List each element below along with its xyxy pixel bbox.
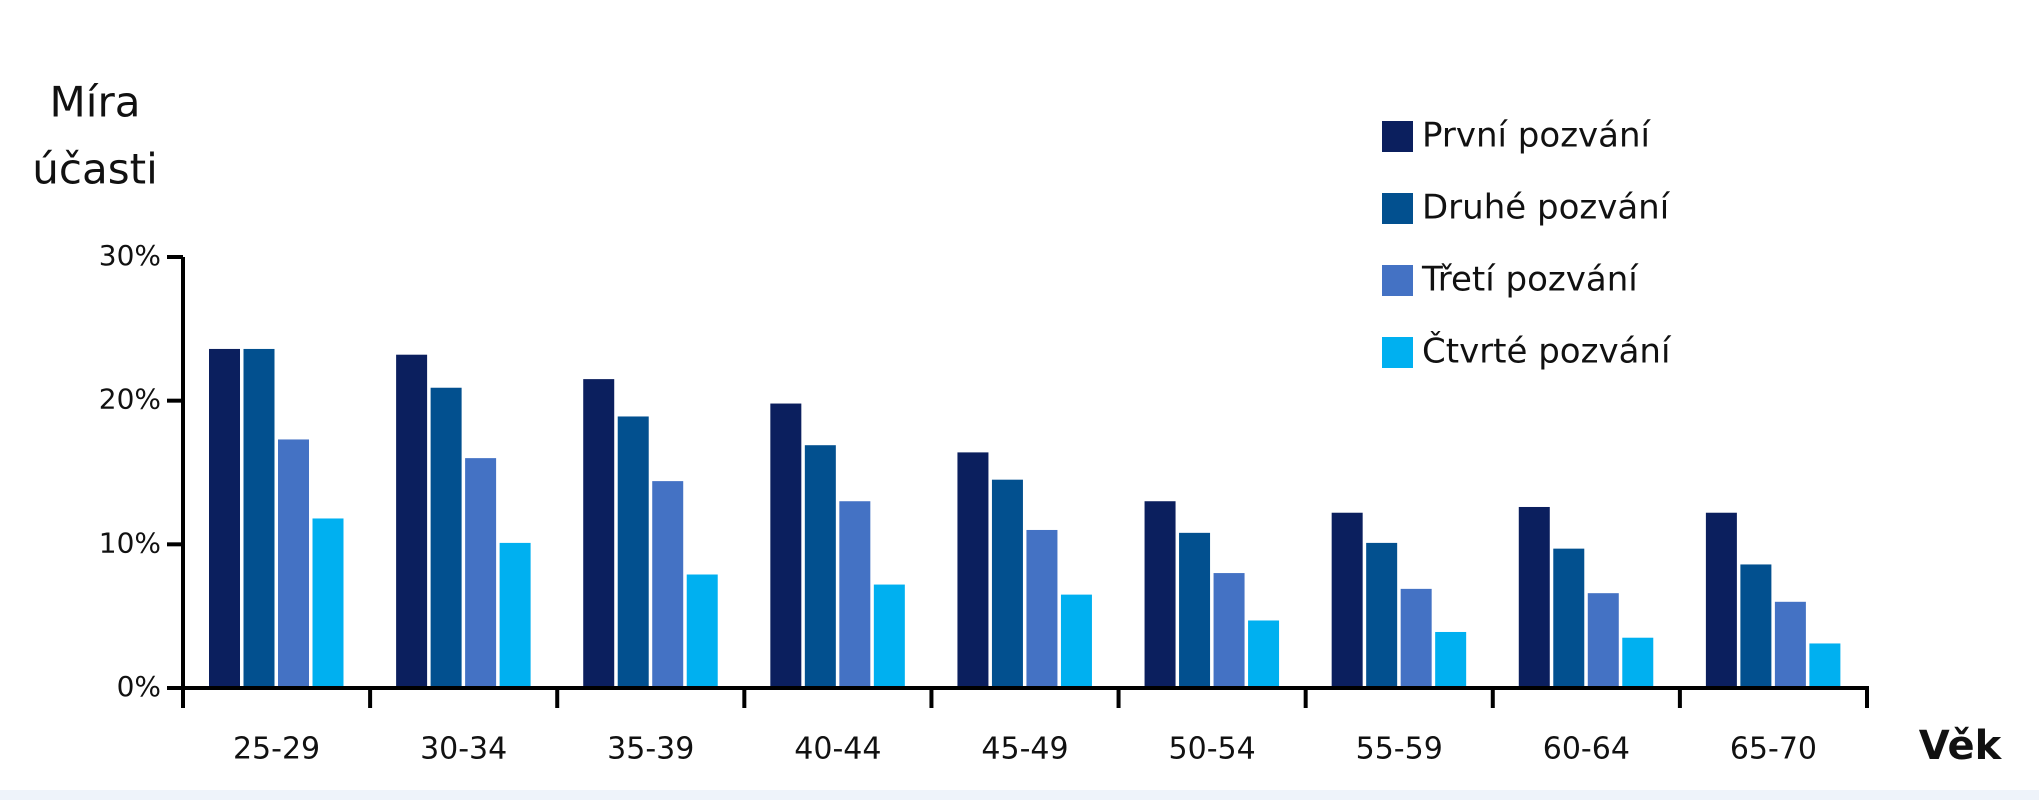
bar [396, 354, 428, 688]
bar [770, 403, 802, 688]
x-tick-label: 65-70 [1730, 732, 1817, 767]
y-axis-title: účasti [32, 145, 157, 194]
bar [1366, 542, 1398, 688]
legend-swatch [1382, 121, 1413, 152]
bar [243, 348, 275, 688]
x-tick-label: 35-39 [607, 732, 694, 767]
bar [1518, 506, 1550, 688]
bar [1740, 564, 1772, 688]
bar [209, 348, 240, 688]
bar [652, 481, 684, 688]
y-tick-label: 20% [99, 383, 161, 416]
bar [1553, 548, 1585, 688]
legend-swatch [1382, 193, 1413, 224]
bar [1179, 532, 1211, 688]
legend-label: Čtvrté pozvání [1422, 331, 1672, 372]
bar [804, 445, 836, 688]
legend-label: První pozvání [1422, 116, 1652, 156]
bar [1435, 631, 1467, 688]
bar [1026, 529, 1058, 688]
bar [1400, 588, 1432, 688]
bar [1705, 512, 1737, 688]
bar [957, 452, 989, 688]
y-tick-label: 10% [99, 526, 161, 559]
bar [1809, 643, 1841, 688]
y-tick-label: 30% [99, 239, 161, 272]
bar [991, 479, 1023, 688]
bar [1060, 594, 1092, 688]
legend-label: Druhé pozvání [1422, 188, 1671, 228]
x-tick-label: 45-49 [981, 732, 1068, 767]
x-tick-label: 30-34 [420, 732, 507, 767]
bar [617, 416, 649, 688]
y-axis-title: Míra [50, 78, 141, 127]
legend-swatch [1382, 265, 1413, 296]
x-axis-title: Věk [1919, 723, 2003, 769]
legend-swatch [1382, 337, 1413, 368]
bar [686, 574, 718, 688]
bar [1587, 593, 1619, 688]
x-tick-label: 55-59 [1356, 732, 1443, 767]
bar [873, 584, 905, 688]
bar [312, 518, 344, 688]
x-tick-label: 60-64 [1543, 732, 1630, 767]
bar [1144, 501, 1176, 688]
bar [1213, 573, 1245, 688]
bar [1622, 637, 1654, 688]
bar [430, 387, 462, 688]
bottom-strip [0, 790, 2039, 800]
bar [465, 458, 497, 688]
bar [839, 501, 871, 688]
x-tick-label: 40-44 [794, 732, 881, 767]
bar [1248, 620, 1280, 688]
y-tick-label: 0% [117, 670, 161, 703]
bar [499, 542, 531, 688]
legend-label: Třetí pozvání [1421, 260, 1639, 300]
bar [278, 439, 309, 688]
bar [583, 379, 615, 688]
x-tick-label: 25-29 [233, 732, 320, 767]
x-tick-label: 50-54 [1169, 732, 1256, 767]
bar [1774, 601, 1806, 688]
bar [1331, 512, 1363, 688]
